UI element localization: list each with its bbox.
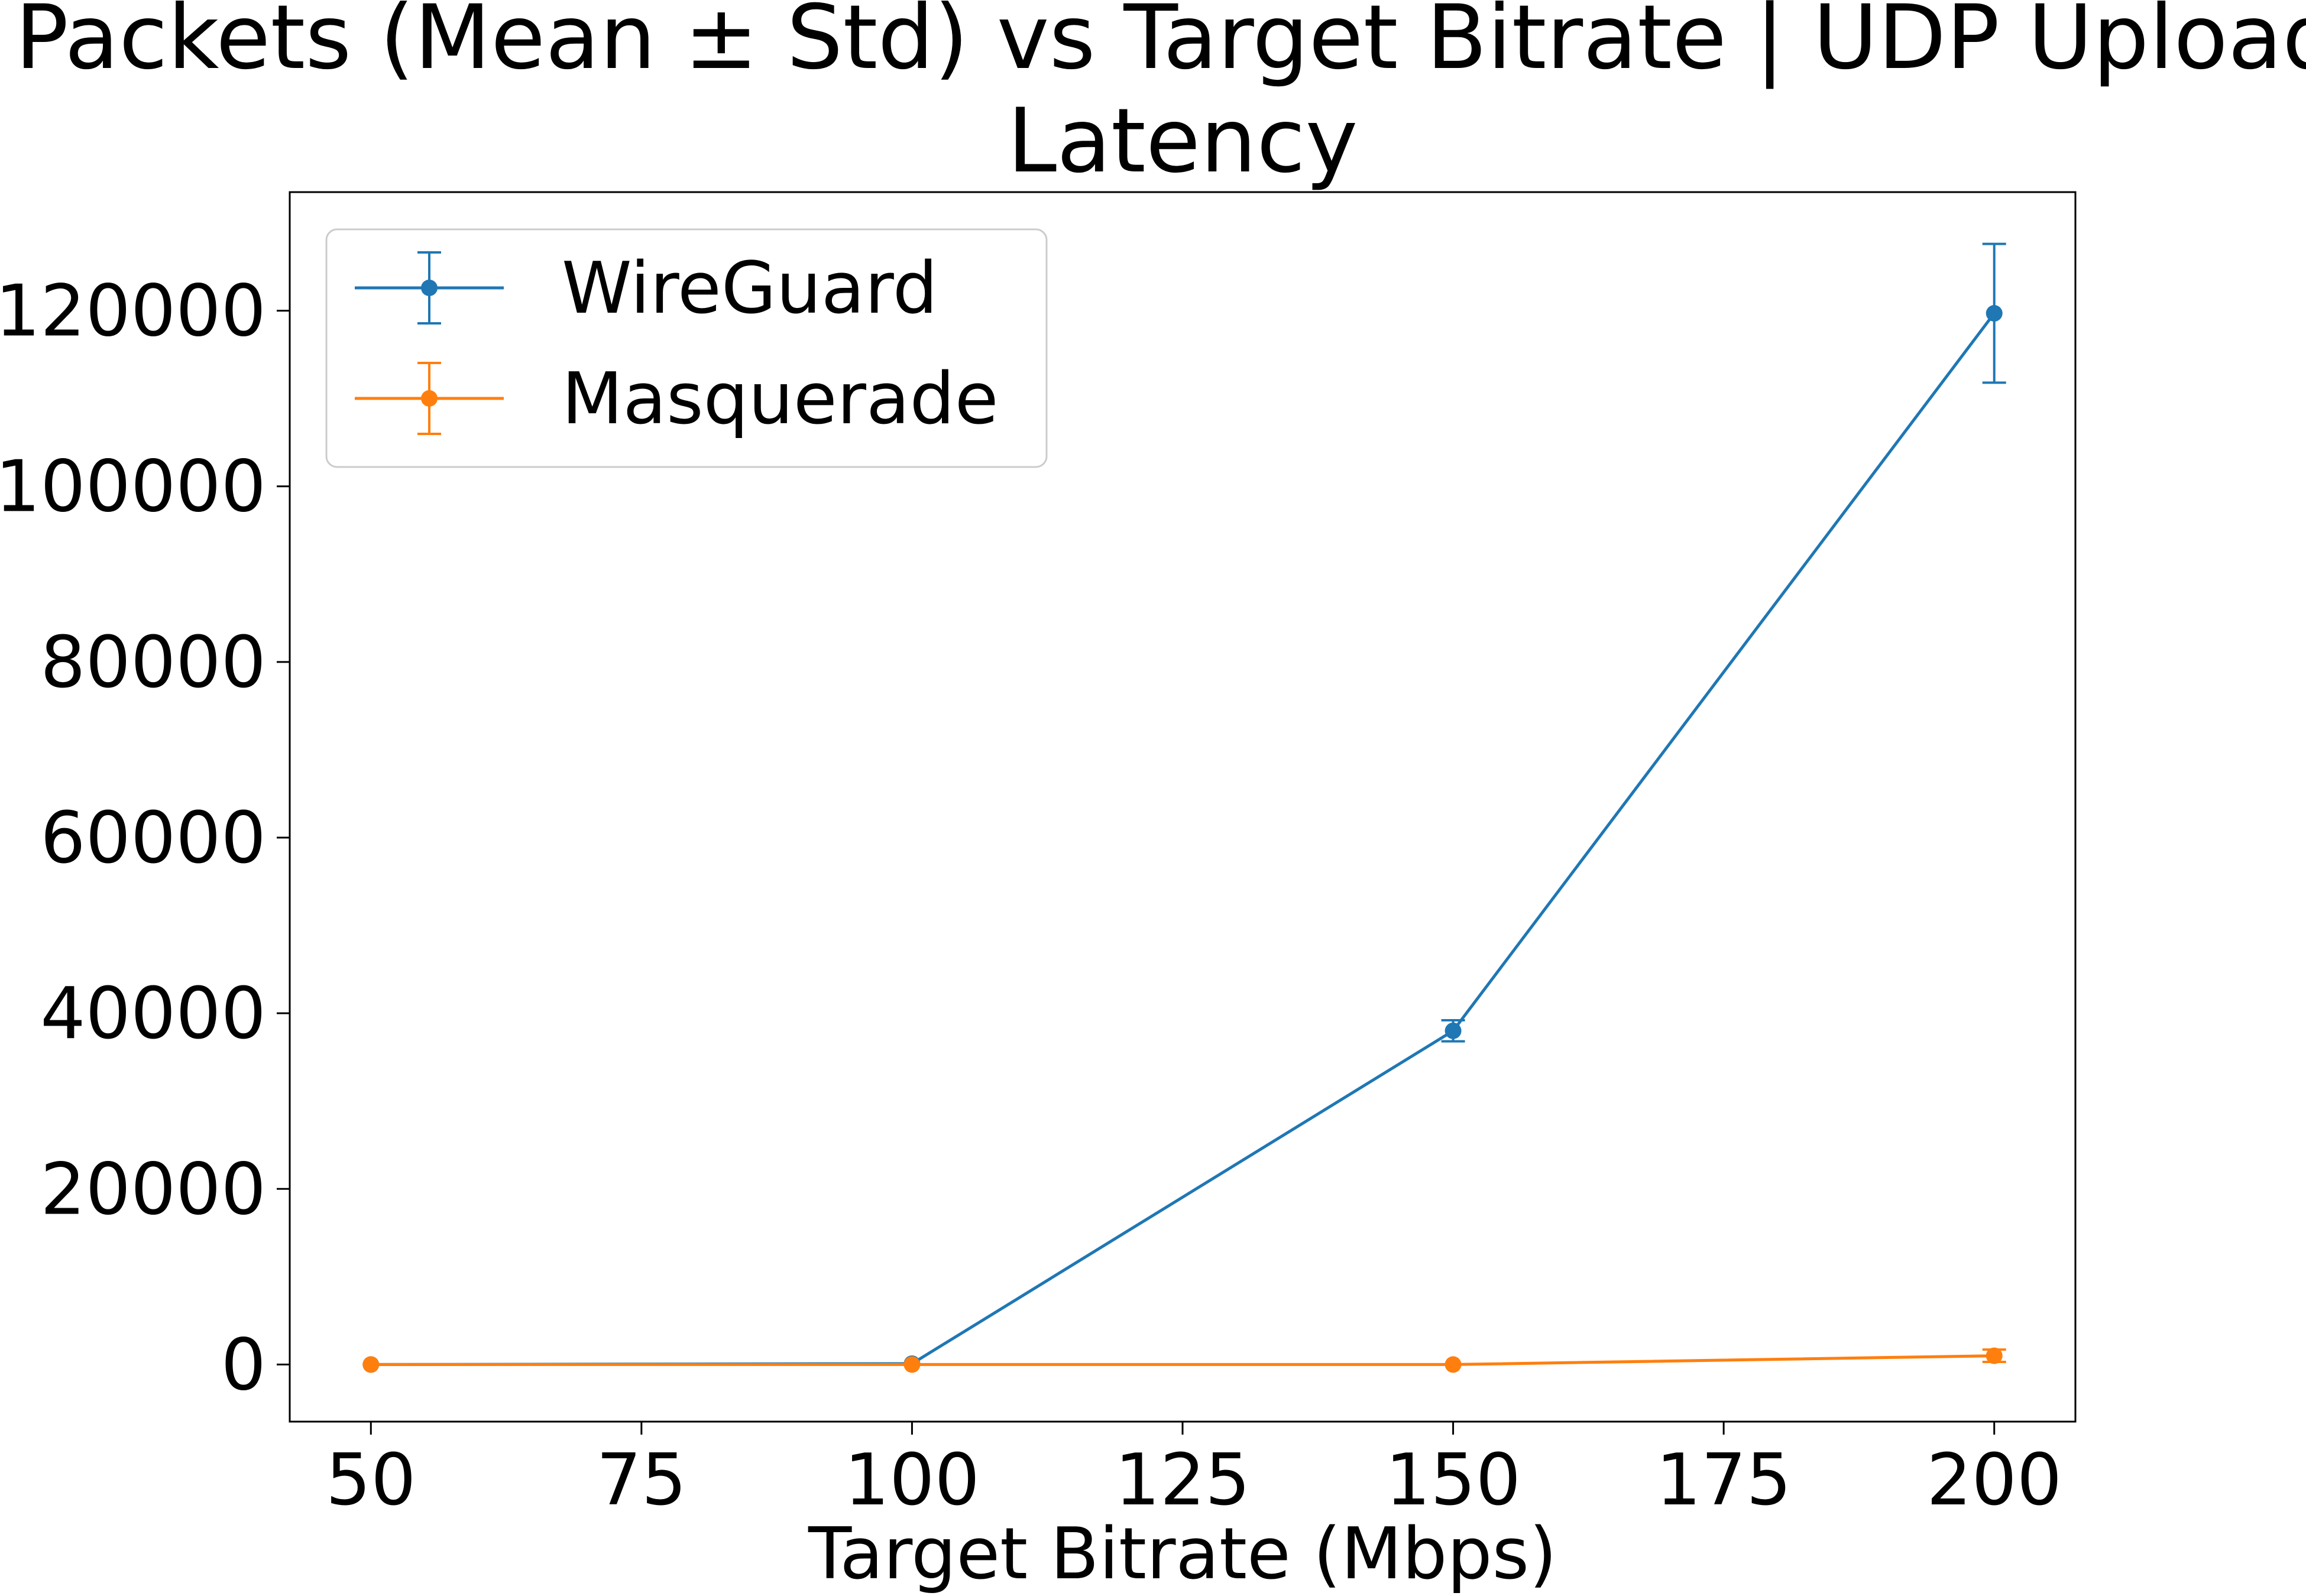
data-point (1445, 1356, 1462, 1373)
y-axis: 0 20000 40000 60000 80000 100000 120000 (0, 271, 290, 1406)
series-line (371, 312, 1996, 1366)
x-tick-label: 50 (326, 1439, 416, 1522)
x-tick-label: 125 (1115, 1439, 1250, 1522)
y-tick-label: 100000 (0, 446, 266, 528)
legend-marker (421, 280, 438, 296)
x-tick-label: 150 (1385, 1439, 1521, 1522)
legend: WireGuard Masquerade (325, 228, 1048, 468)
y-tick-label: 80000 (40, 622, 266, 704)
data-point (1986, 1347, 2003, 1364)
legend-item-masquerade: Masquerade (355, 358, 999, 440)
data-point (362, 1356, 380, 1373)
legend-label: WireGuard (562, 248, 938, 330)
data-point (1986, 305, 2003, 322)
x-tick-label: 75 (596, 1439, 686, 1522)
x-tick-label: 175 (1656, 1439, 1792, 1522)
chart-title-line-2: Latency (1008, 90, 1358, 193)
y-tick-label: 60000 (40, 797, 266, 880)
legend-marker (421, 390, 438, 407)
legend-box (325, 228, 1048, 468)
y-tick-label: 120000 (0, 271, 266, 353)
legend-item-wireguard: WireGuard (355, 248, 938, 330)
chart-title: Lost Packets (Mean ± Std) vs Target Bitr… (0, 0, 2306, 89)
x-tick-label: 100 (844, 1439, 980, 1522)
y-tick-label: 0 (221, 1324, 266, 1406)
series-line (371, 1354, 1994, 1366)
legend-label: Masquerade (562, 358, 999, 440)
y-tick-label: 20000 (40, 1149, 266, 1231)
x-tick-label: 200 (1926, 1439, 2062, 1522)
y-tick-label: 40000 (40, 973, 266, 1055)
data-point (1445, 1022, 1462, 1039)
data-point (903, 1356, 921, 1373)
x-axis: 50 75 100 125 150 175 200 (326, 1422, 2062, 1522)
x-axis-label: Target Bitrate (Mbps) (808, 1513, 1557, 1595)
series-layer (362, 242, 2006, 1373)
series-masquerade (362, 1347, 2006, 1373)
